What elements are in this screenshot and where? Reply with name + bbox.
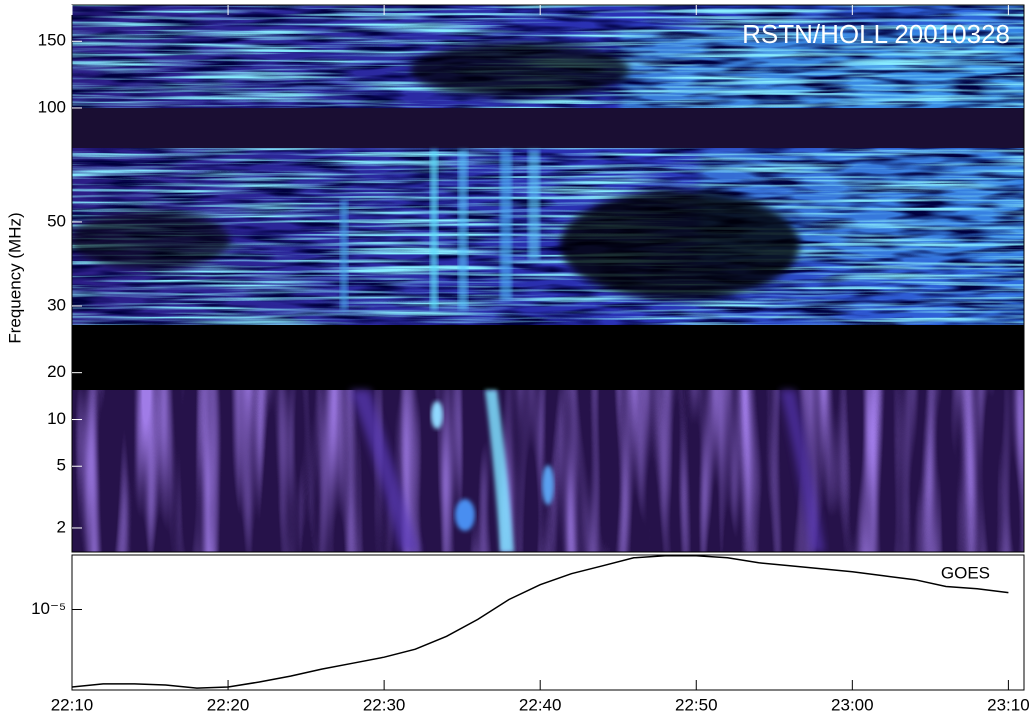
goes-frame <box>71 554 1025 691</box>
dark-band <box>72 108 1024 148</box>
x-tick-label: 22:20 <box>207 695 250 714</box>
spectrogram-image <box>72 5 1024 552</box>
y-tick-label: 2 <box>57 517 66 536</box>
x-tick-label: 23:10 <box>987 695 1029 714</box>
burst <box>340 200 348 310</box>
burst <box>431 401 443 429</box>
burst <box>350 390 420 552</box>
y-tick-label: 30 <box>47 295 66 314</box>
burst <box>430 150 438 310</box>
dark-region <box>410 42 630 98</box>
burst <box>542 465 554 505</box>
goes-curve <box>71 555 1009 689</box>
burst <box>485 390 514 552</box>
burst <box>528 150 540 260</box>
gap-band <box>72 325 1024 390</box>
dark-region <box>72 210 230 270</box>
x-tick-label: 22:10 <box>51 695 94 714</box>
x-tick-label: 22:30 <box>363 695 406 714</box>
x-tick-label: 22:40 <box>519 695 562 714</box>
y-tick-label: 100 <box>38 97 66 116</box>
x-tick-label: 22:50 <box>675 695 718 714</box>
y-tick-label: 10⁻⁵ <box>31 599 66 618</box>
burst <box>500 150 512 300</box>
burst <box>780 390 825 552</box>
y-tick-label: 5 <box>57 456 66 475</box>
y-tick-label: 10 <box>47 409 66 428</box>
y-tick-label: 50 <box>47 211 66 230</box>
x-tick-label: 23:00 <box>831 695 874 714</box>
burst <box>455 499 475 531</box>
annotation: RSTN/HOLL 20010328 <box>742 19 1010 49</box>
burst <box>458 150 468 310</box>
y-tick-label: 20 <box>47 362 66 381</box>
y-tick-label: 150 <box>38 31 66 50</box>
spectrogram-frame <box>71 4 1025 553</box>
legend-label: GOES <box>941 563 990 582</box>
y-axis-label: Frequency (MHz) <box>5 212 24 343</box>
dark-region <box>560 190 800 300</box>
